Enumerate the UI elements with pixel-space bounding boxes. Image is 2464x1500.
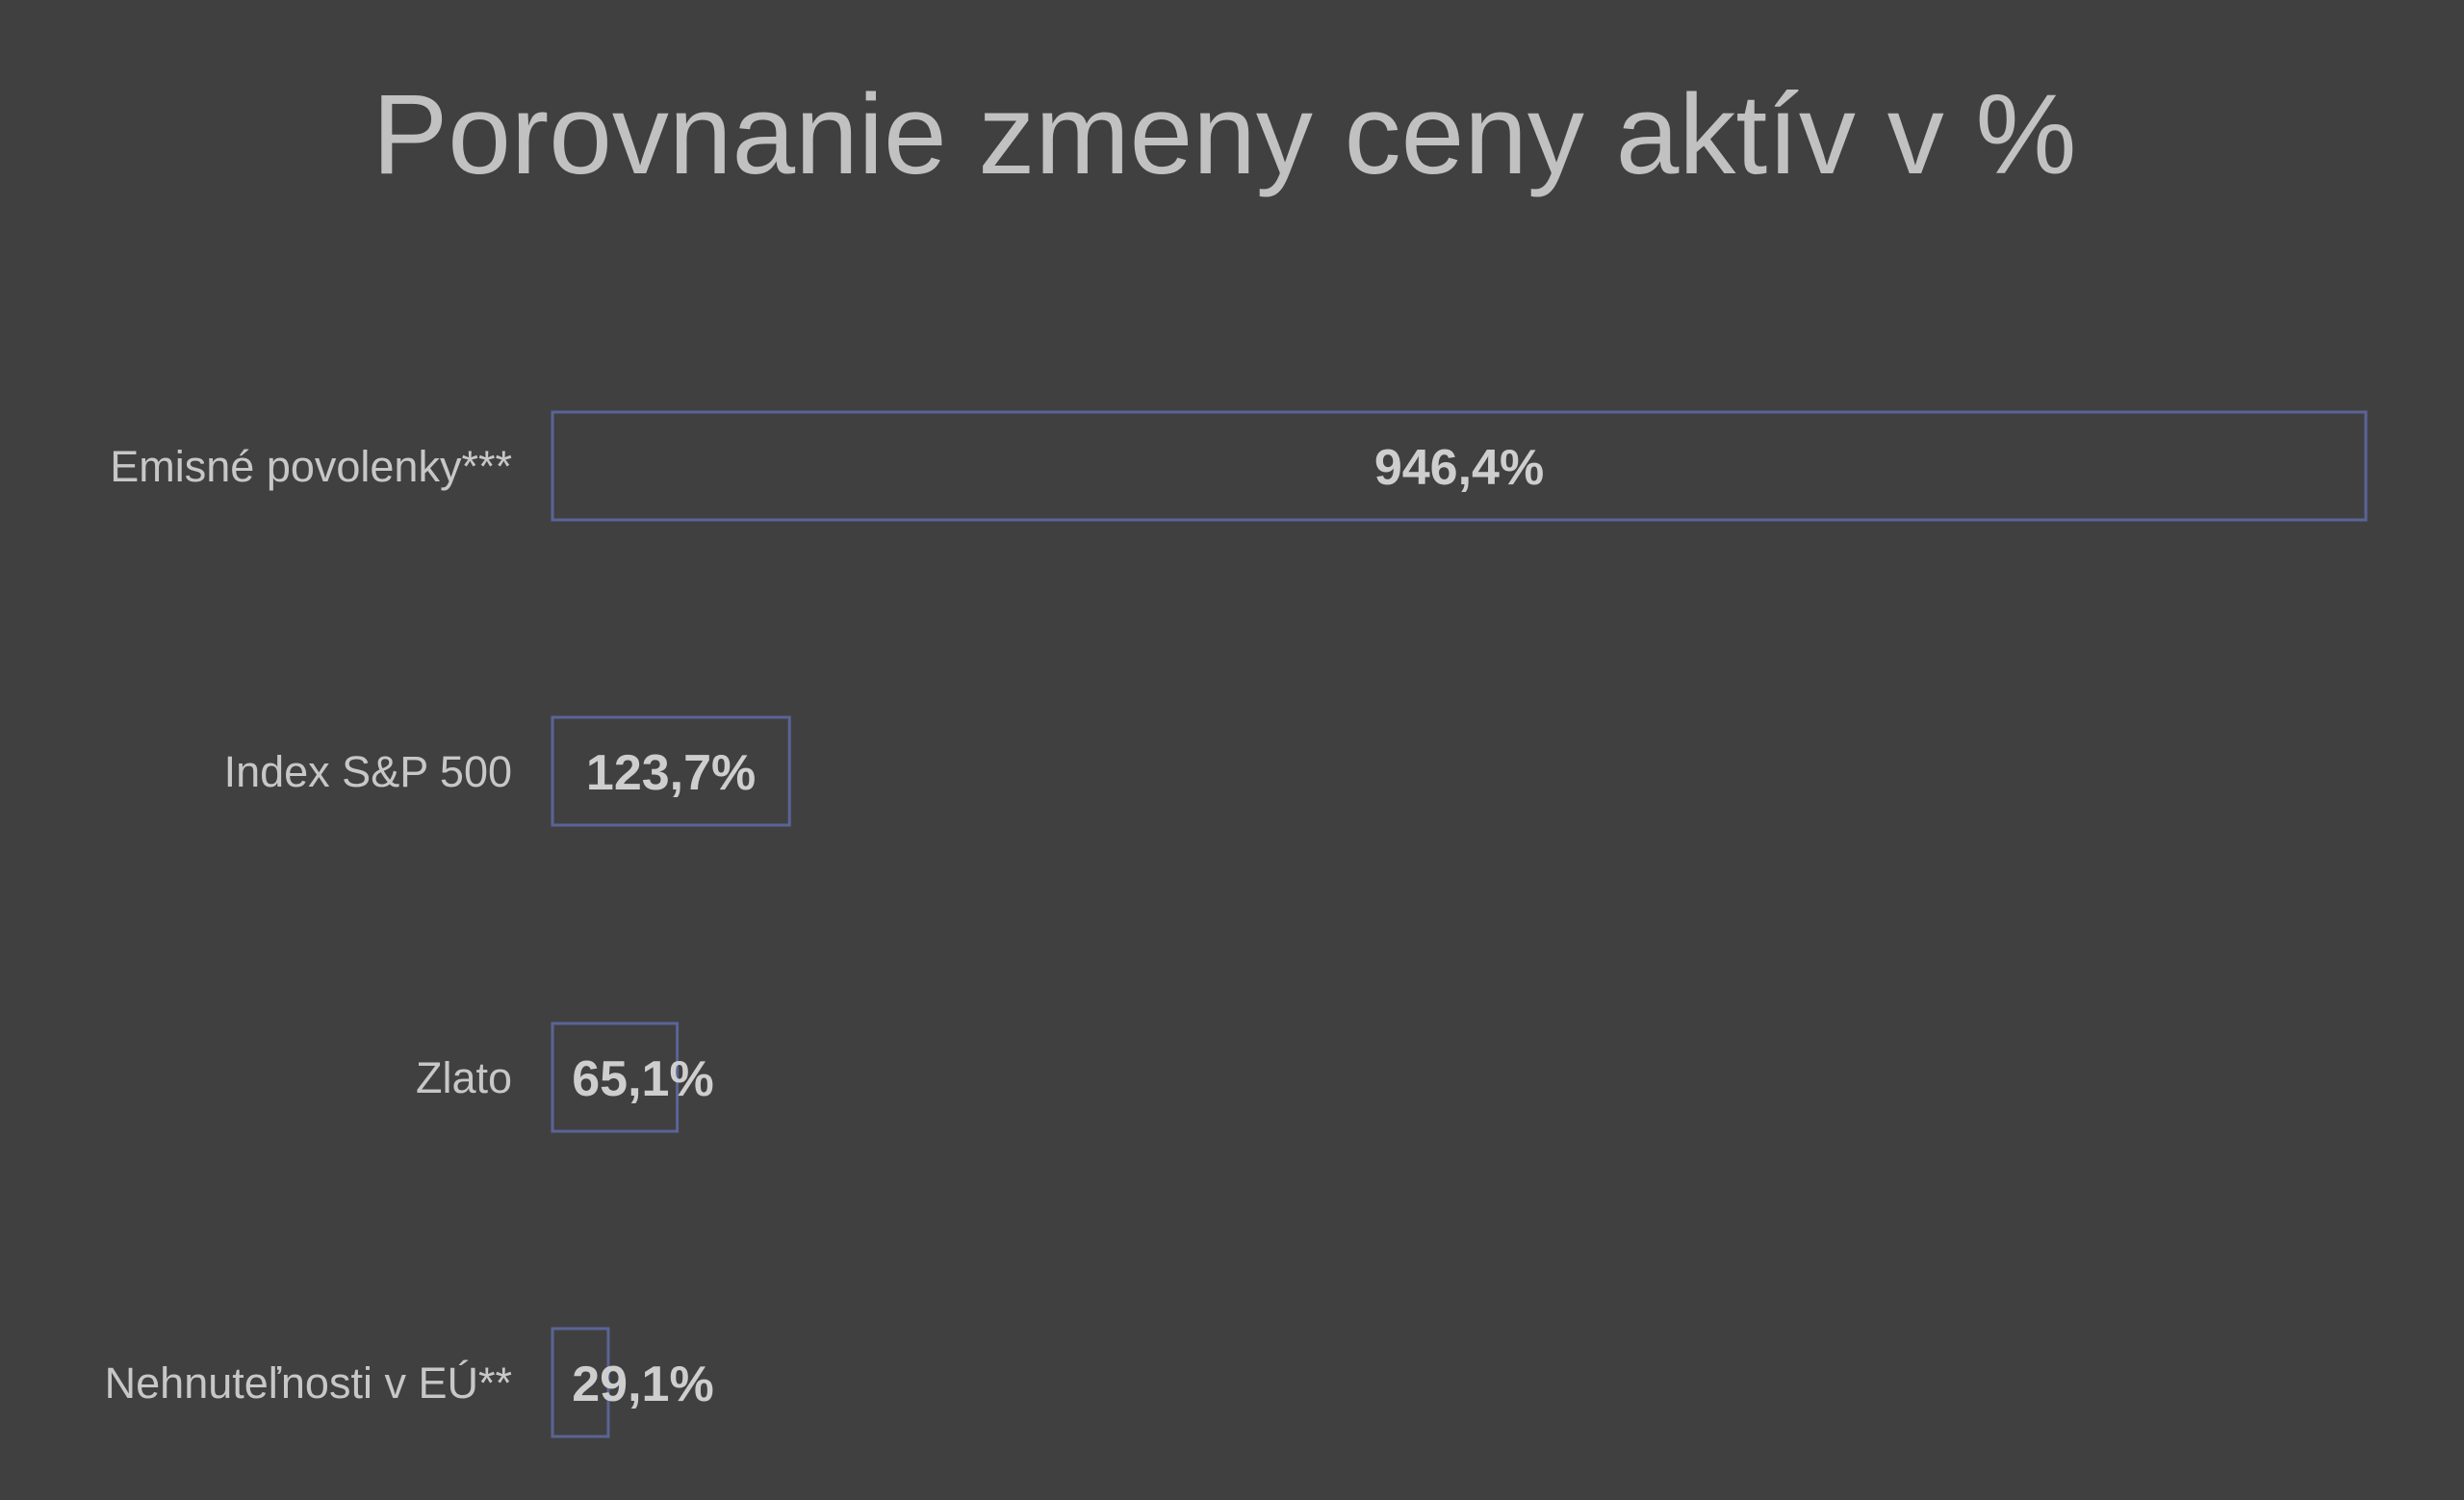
category-label: Index S&P 500: [224, 747, 512, 796]
value-label: 123,7%: [586, 745, 756, 801]
bar: [551, 1022, 680, 1133]
bar: [551, 410, 2368, 522]
category-label: Nehnuteľnosti v EÚ**: [105, 1358, 512, 1408]
value-label: 65,1%: [572, 1051, 713, 1107]
chart-title: Porovnanie zmeny ceny aktív v %: [372, 71, 2077, 198]
value-label: 946,4%: [1374, 440, 1544, 496]
bar: [551, 1327, 610, 1438]
bar: [551, 715, 791, 827]
category-label: Emisné povolenky***: [110, 442, 512, 491]
bars-group: Emisné povolenky*** 946,4% Index S&P 500 12…: [105, 410, 2368, 1438]
value-label: 29,1%: [572, 1357, 713, 1412]
category-label: Zlato: [416, 1053, 512, 1102]
